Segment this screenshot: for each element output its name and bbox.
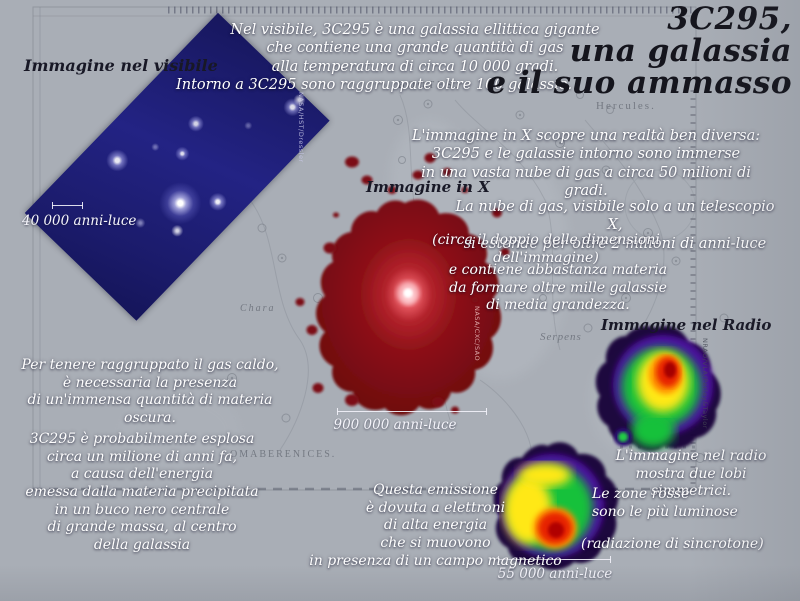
radio-scale-label: 55 000 anni-luce <box>497 566 613 582</box>
annotation-radio-emission: Questa emissione è dovuta a elettroni di… <box>309 482 562 569</box>
annotation-synchrotron: (radiazione di sincrotone) <box>581 536 764 552</box>
radio-image <box>493 325 721 570</box>
chart-label-bootes: BOOTES. <box>398 80 461 91</box>
optical-credit: NASA/HST/Dressler <box>297 92 305 163</box>
xray-cloud <box>295 153 510 416</box>
title-line-1: 3C295, <box>667 1 792 37</box>
annotation-radio-lobes: L'immagine nel radio mostra due lobi sim… <box>615 448 767 500</box>
chart-label-chara: Chara <box>240 303 276 314</box>
annotation-xray-extent: La nube di gas, visibile solo a un teles… <box>455 199 775 252</box>
optical-scale-bar <box>52 202 83 209</box>
annotation-visible-intro: Nel visibile, 3C295 è una galassia ellit… <box>230 22 600 75</box>
radio-lobe-north <box>595 325 721 452</box>
chart-label-serpens: Serpens <box>540 331 582 343</box>
annotation-xray-matter: e contiene abbastanza materia da formare… <box>448 262 668 314</box>
annotation-dark-matter: Per tenere raggruppato il gas caldo, è n… <box>21 357 279 426</box>
chart-label-hercules: Hercules. <box>596 100 656 112</box>
annotation-radio-red-zones: Le zone rosse sono le più luminose <box>592 486 738 520</box>
xray-scale-label: 900 000 anni-luce <box>333 417 457 433</box>
annotation-xray-reveal: L'immagine in X scopre una realtà ben di… <box>411 128 761 199</box>
title-line-3: e il suo ammasso <box>486 65 792 101</box>
page-title: 3C295, una galassia e il suo ammasso <box>486 3 792 99</box>
label-radio-image: Immagine nel Radio <box>601 316 772 334</box>
xray-image <box>295 153 510 416</box>
label-optical-image: Immagine nel visibile <box>24 56 218 75</box>
radio-lobe-south <box>493 442 619 570</box>
xray-satellite-blobs <box>295 153 510 414</box>
radio-credit: NRAO/VLA/Perley&Taylor <box>701 338 709 429</box>
annotation-xray-size-note: (circa il doppio delle dimensioni dell'i… <box>432 232 660 266</box>
radio-scale-bar <box>498 556 611 563</box>
chart-label-coma-berenices: OMABERENICES. <box>230 449 337 460</box>
xray-credit: NASA/CXC/SAO <box>473 306 481 362</box>
label-xray-image: Immagine in X <box>366 178 490 196</box>
annotation-visible-galaxies: Intorno a 3C295 sono raggruppate oltre 1… <box>176 77 573 93</box>
xray-scale-bar <box>337 408 487 415</box>
optical-scale-label: 40 000 anni-luce <box>22 213 137 229</box>
title-line-2: una galassia <box>569 33 792 69</box>
annotation-black-hole: 3C295 è probabilmente esplosa circa un m… <box>25 431 259 553</box>
